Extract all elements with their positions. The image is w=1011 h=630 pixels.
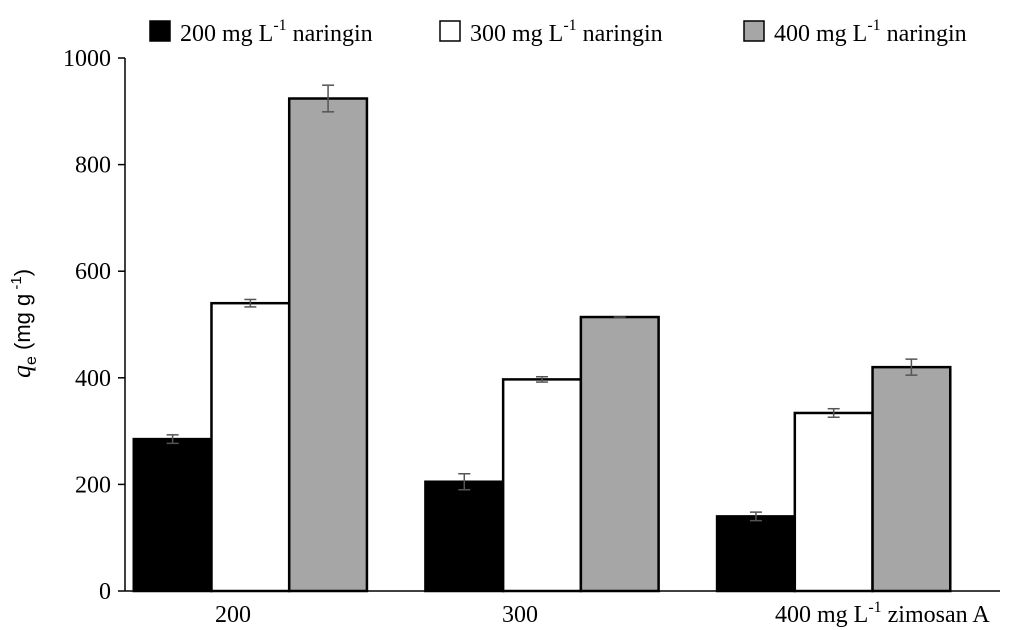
legend-swatch <box>149 20 171 42</box>
y-axis-label: qe (mg g -1) <box>7 269 40 378</box>
legend: 200 mg L-1 naringin 300 mg L-1 naringin 40… <box>149 17 967 47</box>
x-axis: 200 300 400 mg L-1 zimosan A <box>125 590 1000 628</box>
y-axis: 0 200 400 600 800 1000 <box>63 46 126 605</box>
bar-3-3 <box>871 365 952 593</box>
legend-label: 200 mg L-1 naringin <box>180 17 373 47</box>
bars <box>132 84 952 593</box>
legend-label: 400 mg L-1 naringin <box>774 17 967 47</box>
bar-1-2 <box>424 480 505 593</box>
bar-3-2 <box>579 315 660 593</box>
y-tick-label: 600 <box>75 259 111 285</box>
bar-2-2 <box>501 378 583 593</box>
x-tick-label: 400 mg L-1 zimosan A <box>775 599 990 628</box>
bar-3-1 <box>287 97 369 593</box>
y-tick-label: 800 <box>75 153 111 179</box>
bar-1-1 <box>132 437 213 593</box>
legend-swatch <box>439 20 461 42</box>
legend-label: 300 mg L-1 naringin <box>470 17 663 47</box>
x-tick-label: 300 <box>502 602 538 628</box>
bar-2-1 <box>210 301 291 593</box>
y-tick-label: 200 <box>75 472 111 498</box>
y-tick-label: 1000 <box>63 46 111 72</box>
legend-swatch <box>743 20 765 42</box>
x-tick-label: 200 <box>215 602 251 628</box>
y-tick-label: 0 <box>99 579 111 605</box>
bar-2-3 <box>793 411 874 593</box>
bar-1-3 <box>715 515 797 593</box>
y-tick-label: 400 <box>75 366 111 392</box>
y-axis-title: qe (mg g -1) <box>7 269 40 378</box>
